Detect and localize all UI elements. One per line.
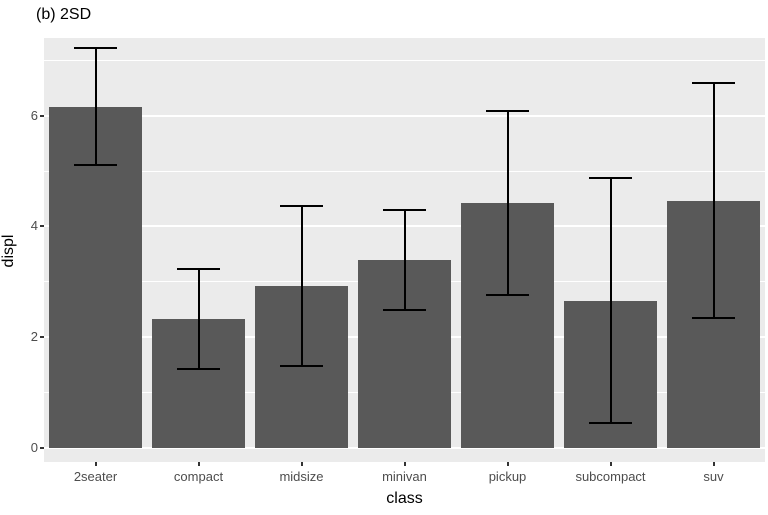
x-tick-mark: [712, 462, 715, 466]
x-tick-mark: [403, 462, 406, 466]
y-axis-title: displ: [0, 234, 17, 268]
x-tick-mark: [94, 462, 97, 466]
minor-gridline: [44, 59, 765, 61]
error-bar-cap-bottom-pickup: [485, 293, 530, 296]
error-bar-cap-bottom-suv: [691, 317, 736, 320]
error-bar-stem-minivan: [403, 209, 406, 311]
error-bar-cap-bottom-midsize: [279, 365, 324, 368]
error-bar-cap-bottom-subcompact: [588, 422, 633, 425]
error-bar-cap-bottom-compact: [176, 368, 221, 371]
error-bar-cap-top-suv: [691, 82, 736, 85]
chart-title: (b) 2SD: [36, 6, 92, 23]
y-tick-label: 2: [30, 329, 38, 345]
error-bar-cap-top-2seater: [73, 46, 118, 49]
error-bar-cap-top-midsize: [279, 205, 324, 208]
error-bar-cap-bottom-minivan: [382, 309, 427, 312]
error-bar-stem-suv: [712, 83, 715, 319]
error-bar-cap-top-minivan: [382, 208, 427, 211]
x-tick-label-minivan: minivan: [382, 469, 427, 484]
x-tick-label-midsize: midsize: [279, 469, 324, 484]
x-tick-mark: [506, 462, 509, 466]
error-bar-cap-bottom-2seater: [73, 164, 118, 167]
error-bar-stem-pickup: [506, 111, 509, 295]
minor-gridline: [44, 170, 765, 172]
x-tick-mark: [197, 462, 200, 466]
error-bar-cap-top-subcompact: [588, 177, 633, 180]
major-gridline: [44, 114, 765, 117]
error-bar-cap-top-compact: [176, 267, 221, 270]
x-tick-label-subcompact: subcompact: [575, 469, 646, 484]
y-tick-label: 6: [30, 107, 38, 123]
error-bar-cap-top-pickup: [485, 110, 530, 113]
x-tick-mark: [300, 462, 303, 466]
major-gridline: [44, 447, 765, 450]
x-tick-label-suv: suv: [703, 469, 724, 484]
error-bar-stem-midsize: [300, 206, 303, 367]
x-tick-label-pickup: pickup: [488, 469, 527, 484]
plot-panel: [44, 38, 765, 462]
y-tick-label: 0: [30, 440, 38, 456]
error-bar-stem-2seater: [94, 47, 97, 166]
x-tick-label-compact: compact: [173, 469, 224, 484]
x-tick-label-2seater: 2seater: [73, 469, 118, 484]
error-bar-stem-subcompact: [609, 178, 612, 424]
x-tick-mark: [609, 462, 612, 466]
x-axis-title: class: [386, 490, 423, 507]
error-bar-stem-compact: [197, 268, 200, 370]
